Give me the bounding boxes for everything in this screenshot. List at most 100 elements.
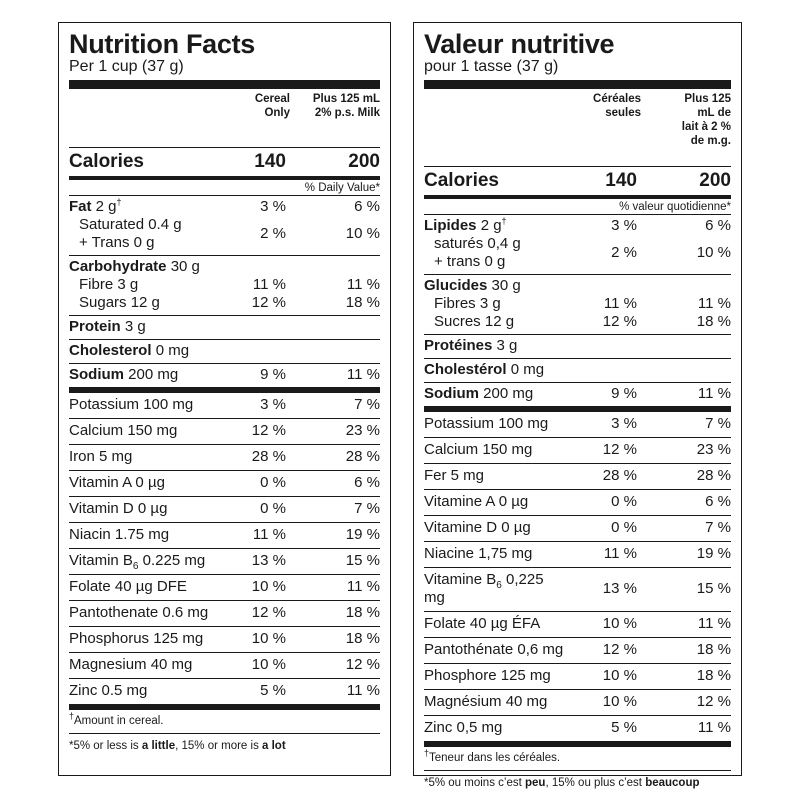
nutrient-row-pantothenate: Pantothenate 0.6 mg 12 % 18 %	[69, 601, 380, 627]
nutrient-label: Niacin 1.75 mg	[69, 526, 170, 543]
nutrient-row-vitamin-b6: Vitamin B6 0.225 mg 13 % 15 %	[69, 549, 380, 575]
saturated-label: saturés 0,4 g	[434, 235, 521, 252]
footnote-emphasis: a lot	[262, 740, 286, 752]
nutrient-row-iron: Fer 5 mg 28 % 28 %	[424, 464, 731, 490]
nutrient-dv-milk: 28 %	[345, 448, 380, 465]
nutrient-dv-milk: 19 %	[696, 545, 731, 562]
fat-amount: 2 g	[480, 217, 502, 234]
calories-with-milk: 200	[699, 170, 731, 191]
nutrient-dv-cereal: 28 %	[602, 467, 637, 484]
nutrient-label: Magnesium 40 mg	[69, 656, 193, 673]
footnote-emphasis: peu	[525, 777, 546, 789]
nutrient-row-vitamin-d: Vitamin D 0 µg 0 % 7 %	[69, 497, 380, 523]
panel-title: Valeur nutritive	[424, 29, 615, 59]
footnote-part: *5% or less is	[69, 740, 142, 752]
nutrient-dv-milk: 11 %	[346, 578, 380, 595]
nutrient-label: Potassium 100 mg	[69, 396, 194, 413]
nutrient-row-folate: Folate 40 µg DFE 10 % 11 %	[69, 575, 380, 601]
footnote-daily-value: *5% or less is a little, 15% or more is …	[69, 734, 380, 758]
nutrient-dv-cereal: 12 %	[602, 641, 637, 658]
fat-label: Lipides	[424, 217, 477, 234]
carbohydrate-label: Glucides	[424, 277, 488, 294]
calories-label: Calories	[69, 151, 144, 172]
nutrient-dv-cereal: 10 %	[602, 693, 637, 710]
nutrient-dv-milk: 7 %	[354, 396, 380, 413]
nutrient-dv-cereal: 10 %	[251, 656, 286, 673]
nutrient-row-calcium: Calcium 150 mg 12 % 23 %	[69, 419, 380, 445]
nutrient-row-zinc: Zinc 0.5 mg 5 % 11 %	[69, 679, 380, 710]
dagger-mark: †	[501, 216, 507, 226]
fat-label: Fat	[69, 198, 92, 215]
nutrient-label-text: Vitamine B	[424, 571, 497, 588]
calories-cereal: 140	[605, 170, 637, 191]
nutrient-label-amount: 0,225 mg	[424, 571, 544, 606]
fibre-row: Fibre 3 g 11 % 11 %	[69, 276, 380, 294]
nutrient-label: Vitamine B6 0,225 mg	[424, 571, 567, 607]
protein-label: Protéines	[424, 337, 493, 354]
nutrient-label: Folate 40 µg DFE	[69, 578, 187, 595]
nutrient-dv-cereal: 13 %	[251, 552, 286, 569]
saturated-trans-row: Saturated 0.4 g + Trans 0 g 2 % 10 %	[69, 216, 380, 252]
nutrient-label: Potassium 100 mg	[424, 415, 549, 432]
nutrient-dv-cereal: 12 %	[602, 441, 637, 458]
dagger-mark: †	[69, 711, 75, 722]
sugars-row: Sucres 12 g 12 % 18 %	[424, 313, 731, 331]
dagger-mark: †	[116, 197, 122, 207]
nutrient-dv-cereal: 12 %	[251, 422, 286, 439]
carbohydrate-label: Carbohydrate	[69, 258, 167, 275]
nutrient-label: Pantothenate 0.6 mg	[69, 604, 209, 621]
nutrient-dv-milk: 11 %	[697, 615, 731, 632]
nutrient-dv-milk: 23 %	[696, 441, 731, 458]
sugars-row: Sugars 12 g 12 % 18 %	[69, 294, 380, 312]
daily-value-header: % Daily Value*	[69, 180, 380, 196]
nutrient-dv-cereal: 12 %	[251, 604, 286, 621]
carbohydrate-group: Glucides 30 g Fibres 3 g 11 % 11 % Sucre…	[424, 275, 731, 335]
calories-row: Calories 140 200	[424, 167, 731, 199]
serving-size: pour 1 tasse (37 g)	[424, 58, 731, 89]
nutrient-dv-cereal: 11 %	[252, 526, 286, 543]
nutrient-dv-milk: 23 %	[345, 422, 380, 439]
nutrient-row-folate: Folate 40 µg ÉFA 10 % 11 %	[424, 612, 731, 638]
fibre-dv-cereal: 11 %	[252, 276, 286, 293]
sugars-dv-milk: 18 %	[696, 313, 731, 330]
fibre-dv-milk: 11 %	[697, 295, 731, 312]
nutrient-row-vitamin-d: Vitamine D 0 µg 0 % 7 %	[424, 516, 731, 542]
nutrient-label-text: Vitamin B	[69, 552, 133, 569]
sodium-row: Sodium 200 mg 9 % 11 %	[69, 364, 380, 393]
fat-dv-milk: 6 %	[354, 198, 380, 215]
sodium-label: Sodium	[69, 366, 124, 383]
nutrient-dv-milk: 7 %	[354, 500, 380, 517]
footnote-daily-value: *5% ou moins c’est peu, 15% ou plus c’es…	[424, 771, 731, 795]
nutrient-label: Phosphore 125 mg	[424, 667, 551, 684]
sodium-row: Sodium 200 mg 9 % 11 %	[424, 383, 731, 412]
nutrient-dv-milk: 7 %	[705, 415, 731, 432]
nutrient-label: Zinc 0.5 mg	[69, 682, 148, 699]
sodium-label: Sodium	[424, 385, 479, 402]
sugars-label: Sucres 12 g	[434, 313, 515, 330]
fibre-label: Fibres 3 g	[434, 295, 501, 312]
nutrient-dv-milk: 18 %	[345, 604, 380, 621]
fat-dv-cereal: 3 %	[260, 198, 286, 215]
nutrient-row-magnesium: Magnésium 40 mg 10 % 12 %	[424, 690, 731, 716]
protein-amount: 3 g	[496, 337, 518, 354]
nutrient-dv-cereal: 5 %	[611, 719, 637, 736]
sat-trans-dv-milk: 10 %	[345, 225, 380, 242]
calories-row: Calories 140 200	[69, 148, 380, 180]
nutrient-row-potassium: Potassium 100 mg 3 % 7 %	[424, 412, 731, 438]
sugars-label: Sugars 12 g	[79, 294, 160, 311]
nutrient-label: Folate 40 µg ÉFA	[424, 615, 541, 632]
fat-row: Fat 2 g† 3 % 6 %	[69, 198, 380, 216]
footnote-amount: †Teneur dans les céréales.	[424, 747, 731, 771]
fat-dv-milk: 6 %	[705, 217, 731, 234]
footnote-amount: †Amount in cereal.	[69, 710, 380, 734]
nutrient-dv-cereal: 0 %	[611, 493, 637, 510]
nutrient-label: Zinc 0,5 mg	[424, 719, 503, 736]
sodium-dv-cereal: 9 %	[260, 366, 286, 383]
nutrient-dv-cereal: 10 %	[602, 667, 637, 684]
sugars-dv-cereal: 12 %	[602, 313, 637, 330]
panel-title: Nutrition Facts	[69, 29, 256, 59]
nutrient-dv-milk: 18 %	[696, 667, 731, 684]
footnote-text: Amount in cereal.	[74, 715, 164, 727]
nutrient-row-pantothenate: Pantothénate 0,6 mg 12 % 18 %	[424, 638, 731, 664]
sodium-dv-cereal: 9 %	[611, 385, 637, 402]
